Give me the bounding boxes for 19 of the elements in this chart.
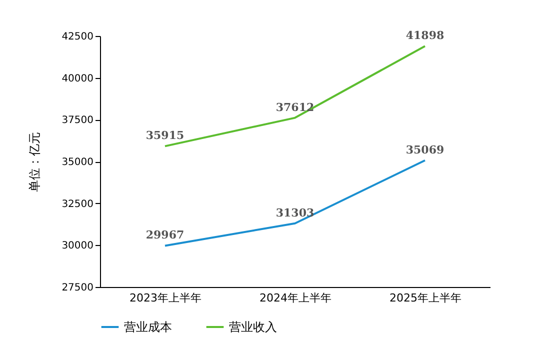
y-tick-label: 30000 xyxy=(62,240,94,252)
y-tick-label: 27500 xyxy=(62,282,94,294)
y-tick-label: 32500 xyxy=(62,198,94,210)
data-label: 37612 xyxy=(276,100,314,114)
y-tick-label: 37500 xyxy=(62,115,94,126)
y-tick-label: 42500 xyxy=(62,32,94,42)
y-axis-title: 单位：亿元 xyxy=(28,132,42,192)
data-label: 29967 xyxy=(146,228,184,242)
legend-label: 营业收入 xyxy=(229,320,277,334)
legend-label: 营业成本 xyxy=(124,320,172,334)
x-tick-label: 2025年上半年 xyxy=(390,292,462,304)
data-label: 31303 xyxy=(276,206,314,220)
x-tick-label: 2024年上半年 xyxy=(260,292,332,304)
y-tick-label: 40000 xyxy=(62,73,94,84)
data-label: 35069 xyxy=(406,143,444,156)
x-tick-label: 2023年上半年 xyxy=(130,292,202,304)
data-label: 41898 xyxy=(406,29,444,42)
y-tick-label: 35000 xyxy=(62,157,94,168)
data-label: 35915 xyxy=(146,129,184,142)
